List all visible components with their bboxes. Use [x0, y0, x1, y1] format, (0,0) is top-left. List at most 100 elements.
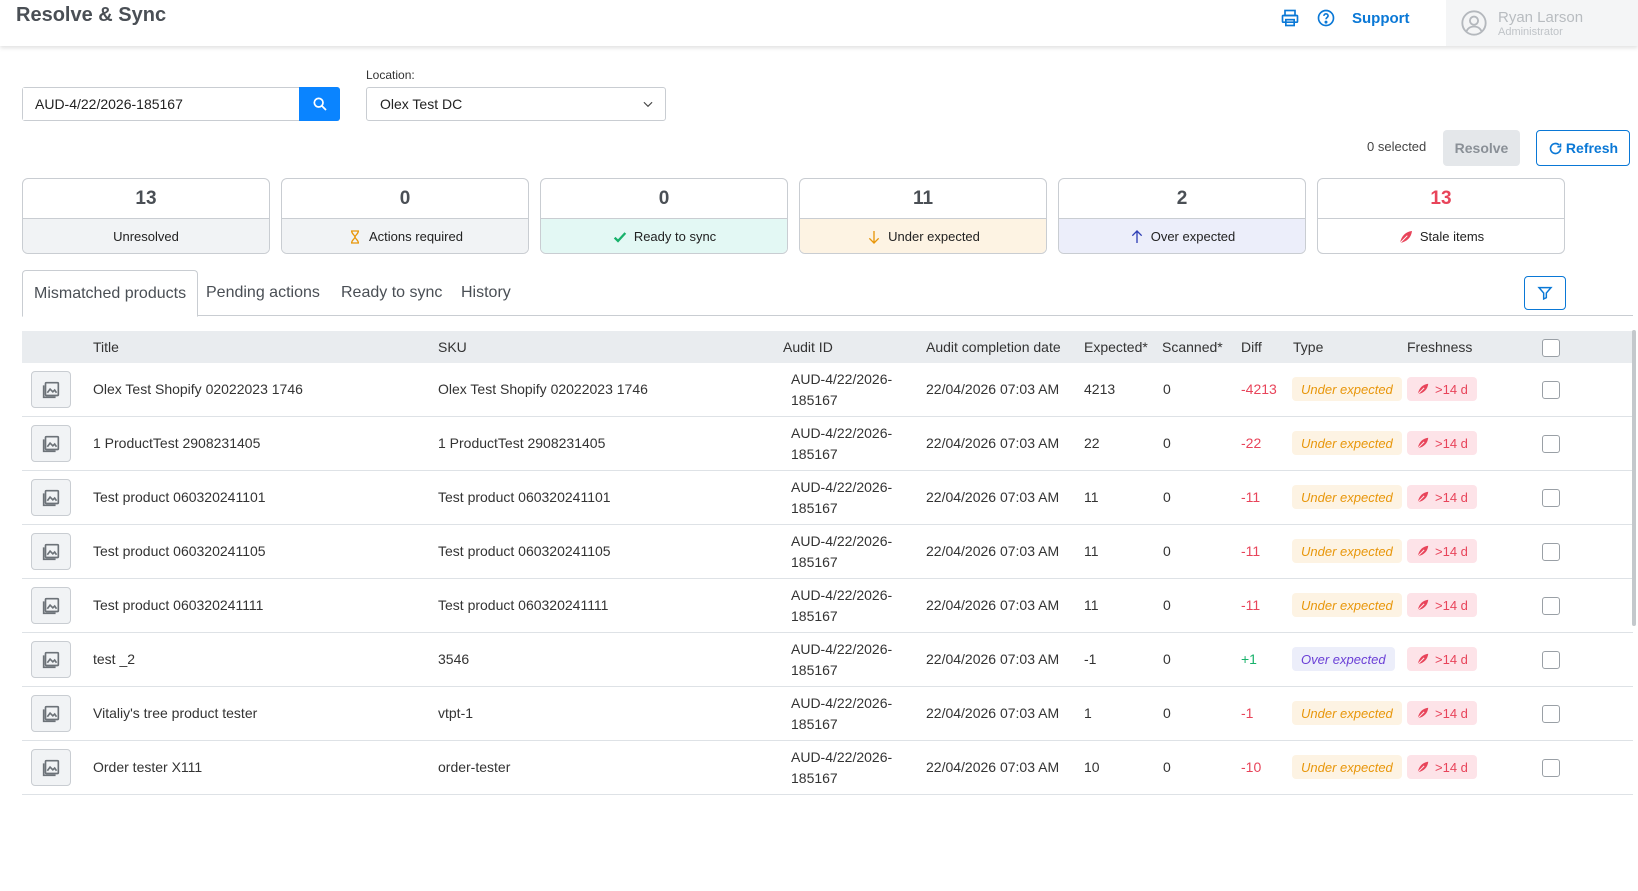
audit-search-input[interactable] — [23, 88, 299, 120]
selected-count: 0 selected — [1367, 139, 1427, 154]
card-stale-items[interactable]: 13 Stale items — [1317, 178, 1565, 254]
table-body: Olex Test Shopify 02022023 1746 Olex Tes… — [22, 363, 1633, 795]
table-row[interactable]: Test product 060320241101 Test product 0… — [22, 471, 1633, 525]
user-menu[interactable]: Ryan Larson Administrator — [1446, 0, 1638, 46]
row-checkbox[interactable] — [1542, 705, 1560, 723]
resolve-button[interactable]: Resolve — [1443, 130, 1520, 166]
user-avatar-icon — [1461, 10, 1487, 36]
audit-id-line: AUD-4/22/2026- — [791, 749, 893, 765]
column-header[interactable]: Audit ID — [783, 339, 833, 355]
scrollbar[interactable] — [1632, 330, 1636, 626]
image-placeholder-icon — [42, 381, 60, 398]
column-header[interactable]: SKU — [438, 339, 467, 355]
support-link[interactable]: Support — [1352, 9, 1410, 27]
column-header[interactable]: Type — [1293, 339, 1324, 355]
diff-value: -1 — [1241, 705, 1254, 721]
audit-id: AUD-4/22/2026- 185167 — [791, 639, 892, 681]
search-button[interactable] — [299, 87, 340, 121]
column-header[interactable]: Audit completion date — [926, 339, 1061, 355]
tab-bar: Mismatched products Pending actions Read… — [22, 270, 1633, 317]
image-placeholder-icon — [42, 489, 60, 506]
location-select[interactable]: Olex Test DC — [366, 87, 666, 121]
refresh-label: Refresh — [1565, 140, 1619, 156]
tab-ready-to-sync[interactable]: Ready to sync — [341, 284, 443, 301]
diff-value: -4213 — [1241, 381, 1277, 397]
type-badge: Over expected — [1292, 647, 1395, 671]
audit-date: 22/04/2026 07:03 AM — [926, 435, 1060, 451]
app-title: Resolve & Sync — [16, 4, 167, 26]
row-checkbox[interactable] — [1542, 597, 1560, 615]
card-ready-to-sync[interactable]: 0 Ready to sync — [540, 178, 788, 254]
column-header[interactable]: Scanned* — [1162, 339, 1223, 355]
column-header[interactable]: Title — [93, 339, 119, 355]
print-icon[interactable] — [1280, 8, 1300, 28]
top-bar: Resolve & Sync Support Ryan Larson Admin… — [0, 0, 1638, 46]
leaf-icon — [1417, 383, 1429, 395]
product-sku: Test product 060320241111 — [438, 597, 609, 613]
leaf-icon — [1417, 653, 1429, 665]
product-thumbnail — [31, 587, 71, 624]
table-row[interactable]: test _2 3546 AUD-4/22/2026- 185167 22/04/… — [22, 633, 1633, 687]
row-checkbox[interactable] — [1542, 651, 1560, 669]
product-title: Test product 060320241105 — [93, 543, 266, 559]
product-title: 1 ProductTest 2908231405 — [93, 435, 261, 451]
row-checkbox[interactable] — [1542, 435, 1560, 453]
diff-value: -11 — [1241, 597, 1261, 613]
column-header[interactable]: Expected* — [1084, 339, 1148, 355]
table-row[interactable]: Vitaliy's tree product tester vtpt-1 AUD… — [22, 687, 1633, 741]
audit-id-line: AUD-4/22/2026- — [791, 641, 893, 657]
product-sku: Olex Test Shopify 02022023 1746 — [438, 381, 648, 397]
table-row[interactable]: Test product 060320241105 Test product 0… — [22, 525, 1633, 579]
audit-id: AUD-4/22/2026- 185167 — [791, 693, 892, 735]
arrow-down-icon — [868, 230, 880, 244]
tab-pending-actions[interactable]: Pending actions — [206, 284, 320, 301]
table-row[interactable]: Olex Test Shopify 02022023 1746 Olex Tes… — [22, 363, 1633, 417]
audit-date: 22/04/2026 07:03 AM — [926, 381, 1060, 397]
product-title: Vitaliy's tree product tester — [93, 705, 258, 721]
check-icon — [613, 231, 627, 243]
card-count: 0 — [541, 179, 787, 219]
audit-id-line: 185167 — [791, 662, 838, 678]
card-count: 13 — [1318, 179, 1564, 219]
scanned-qty: 0 — [1163, 705, 1171, 721]
card-label: Under expected — [888, 229, 980, 244]
row-checkbox[interactable] — [1542, 381, 1560, 399]
freshness-badge: >14 d — [1407, 485, 1477, 509]
type-badge: Under expected — [1292, 539, 1402, 563]
expected-qty: 10 — [1084, 759, 1100, 775]
freshness-badge: >14 d — [1407, 377, 1477, 401]
row-checkbox[interactable] — [1542, 543, 1560, 561]
tab-history[interactable]: History — [461, 284, 511, 301]
row-checkbox[interactable] — [1542, 489, 1560, 507]
image-placeholder-icon — [42, 651, 60, 668]
refresh-button[interactable]: Refresh — [1536, 130, 1630, 166]
product-thumbnail — [31, 749, 71, 786]
card-unresolved[interactable]: 13 Unresolved — [22, 178, 270, 254]
card-over-expected[interactable]: 2 Over expected — [1058, 178, 1306, 254]
filter-button[interactable] — [1524, 276, 1566, 310]
row-checkbox[interactable] — [1542, 759, 1560, 777]
audit-id-line: AUD-4/22/2026- — [791, 371, 893, 387]
table-row[interactable]: 1 ProductTest 2908231405 1 ProductTest 2… — [22, 417, 1633, 471]
audit-id-line: 185167 — [791, 500, 838, 516]
tab-mismatched-products[interactable]: Mismatched products — [22, 270, 199, 317]
select-all-checkbox[interactable] — [1542, 339, 1560, 357]
card-actions-required[interactable]: 0 Actions required — [281, 178, 529, 254]
freshness-badge: >14 d — [1407, 647, 1477, 671]
user-info: Ryan Larson Administrator — [1498, 9, 1583, 38]
product-title: test _2 — [93, 651, 136, 667]
freshness-value: >14 d — [1435, 489, 1468, 505]
diff-value: +1 — [1241, 651, 1257, 667]
table-row[interactable]: Test product 060320241111 Test product 0… — [22, 579, 1633, 633]
table-row[interactable]: Order tester X111 order-tester AUD-4/22/… — [22, 741, 1633, 795]
audit-id-line: AUD-4/22/2026- — [791, 695, 893, 711]
diff-value: -22 — [1241, 435, 1262, 451]
help-icon[interactable] — [1316, 8, 1336, 28]
card-under-expected[interactable]: 11 Under expected — [799, 178, 1047, 254]
column-header[interactable]: Diff — [1241, 339, 1262, 355]
card-label: Stale items — [1419, 229, 1485, 244]
leaf-icon — [1399, 230, 1412, 243]
audit-date: 22/04/2026 07:03 AM — [926, 597, 1060, 613]
column-header[interactable]: Freshness — [1407, 339, 1473, 355]
image-placeholder-icon — [42, 597, 60, 614]
